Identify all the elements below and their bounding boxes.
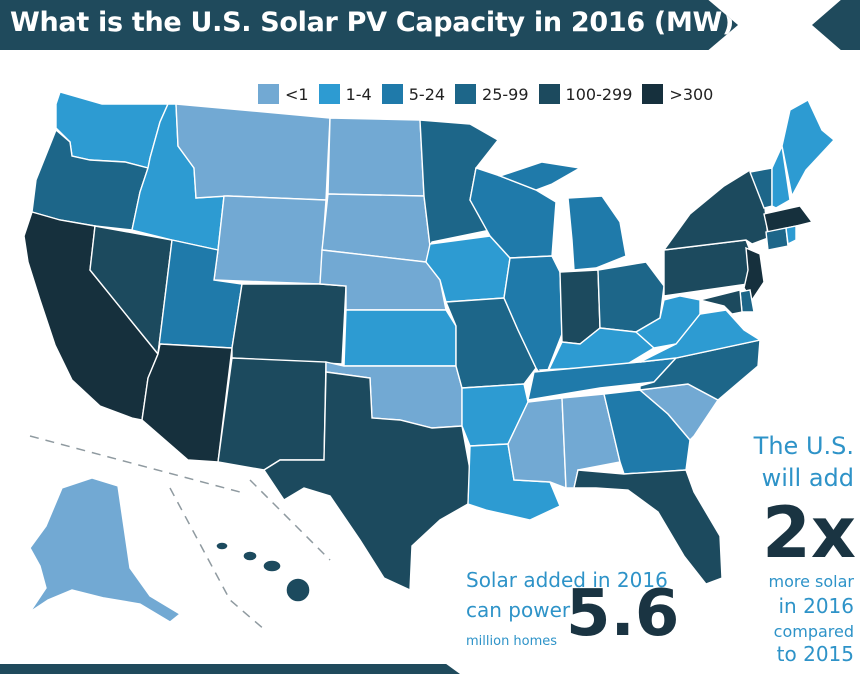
state-ma[interactable] — [763, 205, 814, 233]
state-ks[interactable] — [343, 309, 457, 367]
state-tx[interactable] — [263, 371, 471, 592]
legend-label: 100-299 — [565, 84, 633, 104]
growth-stat-line: to 2015 — [776, 642, 854, 666]
state-hi[interactable] — [242, 550, 258, 562]
growth-stat-line: The U.S. — [753, 432, 854, 460]
state-nh[interactable] — [771, 143, 791, 209]
homes-stat-value: 5.6 — [566, 577, 680, 651]
growth-stat-line: in 2016 — [778, 594, 855, 618]
growth-stat-line: will add — [761, 464, 854, 492]
legend-item: 5-24 — [381, 84, 446, 104]
state-hi[interactable] — [262, 559, 282, 573]
title-banner: What is the U.S. Solar PV Capacity in 20… — [0, 0, 738, 50]
growth-stat-value: 2x — [762, 492, 856, 574]
state-hi[interactable] — [215, 541, 229, 551]
state-ct[interactable] — [765, 227, 789, 251]
growth-stat: The U.S. will add 2x more solar in 2016 … — [744, 432, 856, 672]
legend-item: 25-99 — [455, 84, 529, 104]
legend-swatch — [381, 84, 403, 104]
legend-label: <1 — [285, 84, 309, 104]
inset-divider — [29, 435, 241, 493]
page-title: What is the U.S. Solar PV Capacity in 20… — [10, 7, 750, 38]
legend-label: >300 — [669, 84, 714, 104]
state-hi[interactable] — [285, 577, 311, 603]
state-co[interactable] — [231, 283, 347, 365]
legend-label: 25-99 — [482, 84, 529, 104]
homes-stat-line: Solar added in 2016 — [466, 568, 668, 592]
inset-divider — [249, 479, 331, 561]
state-me[interactable] — [781, 99, 836, 199]
state-nd[interactable] — [327, 117, 425, 197]
legend-item: <1 — [258, 84, 309, 104]
legend-swatch — [318, 84, 340, 104]
legend-swatch — [455, 84, 477, 104]
growth-stat-line: compared — [773, 622, 854, 641]
legend-swatch — [258, 84, 279, 104]
homes-stat: Solar added in 2016 can power million ho… — [462, 568, 682, 658]
growth-stat-line: more solar — [768, 572, 854, 591]
state-mi-upper[interactable] — [497, 161, 583, 191]
homes-stat-line: can power — [466, 598, 571, 622]
legend-swatch — [538, 84, 560, 104]
state-wy[interactable] — [213, 195, 327, 285]
state-ny[interactable] — [662, 169, 769, 251]
state-mt[interactable] — [175, 103, 331, 201]
bottom-banner — [0, 664, 460, 674]
legend: <1 1-4 5-24 25-99 100-299 >300 — [258, 84, 723, 104]
state-ak[interactable] — [29, 477, 182, 623]
legend-item: >300 — [642, 84, 713, 104]
legend-label: 5-24 — [408, 84, 446, 104]
state-az[interactable] — [141, 343, 233, 463]
state-fl[interactable] — [573, 469, 723, 585]
legend-item: 1-4 — [318, 84, 372, 104]
state-mi[interactable] — [567, 195, 627, 271]
legend-swatch — [642, 84, 664, 104]
homes-stat-line: million homes — [466, 634, 558, 649]
legend-label: 1-4 — [345, 84, 372, 104]
state-ri[interactable] — [785, 225, 797, 246]
state-nm[interactable] — [217, 357, 327, 471]
state-wv[interactable] — [634, 295, 701, 349]
legend-item: 100-299 — [538, 84, 633, 104]
state-md[interactable] — [699, 289, 743, 315]
